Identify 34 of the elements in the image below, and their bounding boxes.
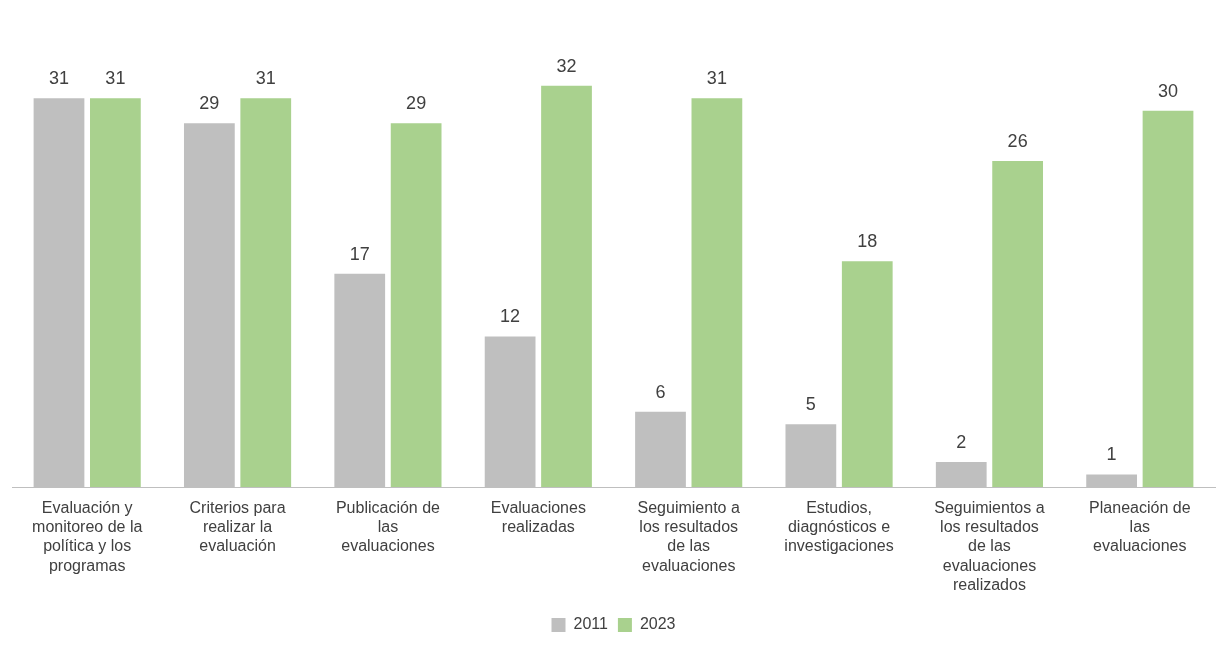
data-label: 5 xyxy=(805,394,816,415)
bar xyxy=(691,98,743,487)
x-tick-label: Evaluaciones realizadas xyxy=(490,499,586,536)
data-label: 31 xyxy=(706,68,727,89)
data-label: 2 xyxy=(956,431,967,452)
data-label: 12 xyxy=(500,306,521,327)
x-tick-label: Planeación de las evaluaciones xyxy=(1089,499,1191,555)
legend-label: 2011 xyxy=(573,615,609,633)
bar xyxy=(390,123,442,487)
data-label: 31 xyxy=(255,68,276,89)
x-tick-label: Seguimiento a los resultados de las evaluaciones xyxy=(637,499,740,574)
data-label: 6 xyxy=(655,381,666,402)
bar xyxy=(992,160,1044,487)
x-tick-label: Estudios, diagnósticos e investigaciones xyxy=(784,499,894,555)
bar xyxy=(541,85,592,487)
data-label: 26 xyxy=(1007,130,1028,151)
data-label: 18 xyxy=(857,231,878,252)
data-label: 1 xyxy=(1106,444,1117,465)
data-label: 17 xyxy=(349,243,370,264)
data-label: 32 xyxy=(556,55,577,76)
legend-label: 2023 xyxy=(639,615,676,633)
data-label: 31 xyxy=(48,68,70,89)
data-label: 31 xyxy=(105,68,126,89)
data-label: 30 xyxy=(1157,80,1179,101)
data-label: 29 xyxy=(406,93,427,114)
bar xyxy=(1142,110,1194,487)
x-tick-label: Criterios para realizar la evaluación xyxy=(189,499,286,555)
x-tick-label: Evaluación y monitoreo de la política y los programas xyxy=(32,499,143,574)
x-tick-label: Publicación de las evaluaciones xyxy=(335,499,441,555)
x-tick-label: Seguimientos a los resultados de las evaluaciones realizados xyxy=(934,499,1045,593)
bar xyxy=(90,98,141,487)
data-label: 29 xyxy=(199,93,220,114)
bar xyxy=(841,261,893,487)
bar xyxy=(240,98,292,487)
